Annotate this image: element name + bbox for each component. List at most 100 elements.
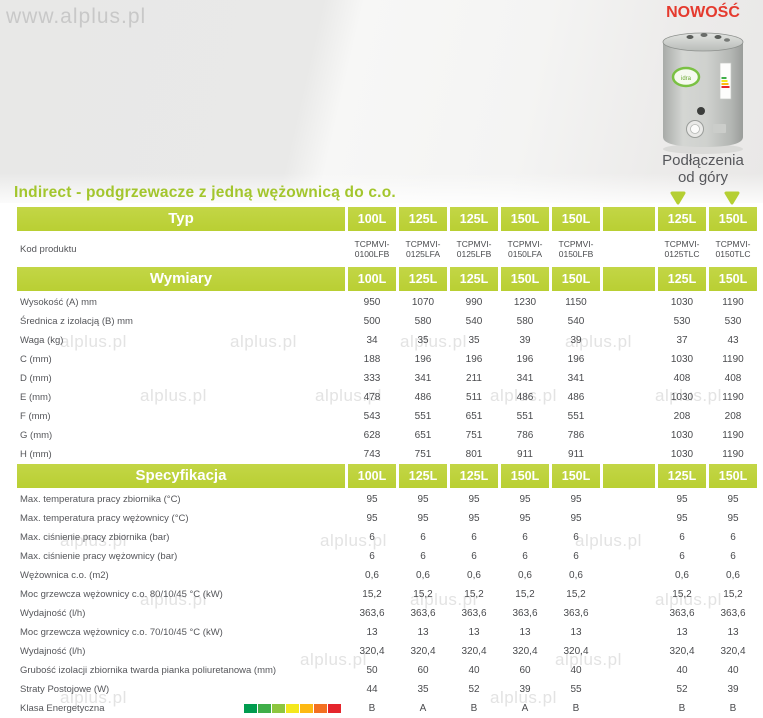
value-cell: 551	[414, 411, 432, 422]
row-label: H (mm)	[20, 449, 52, 460]
row-label: E (mm)	[20, 392, 52, 403]
value-cell: 60	[519, 665, 531, 676]
row-label: Max. temperatura pracy wężownicy (°C)	[20, 513, 189, 524]
value-cell: 751	[414, 449, 432, 460]
column-header-5: 150L	[552, 464, 600, 488]
value-cell: 208	[724, 411, 742, 422]
value-cell: 628	[363, 430, 381, 441]
value-cell: 196	[465, 354, 483, 365]
row-label: Klasa Energetyczna	[17, 703, 345, 714]
value-cell: 580	[414, 316, 432, 327]
row-label: Moc grzewcza wężownicy c.o. 70/10/45 °C …	[20, 627, 223, 638]
value-cell: 60	[417, 665, 429, 676]
row-label: G (mm)	[20, 430, 53, 441]
value-cell: B	[678, 703, 686, 714]
value-cell: 1190	[722, 297, 744, 308]
energy-scale-segment	[244, 704, 257, 713]
table-row: Moc grzewcza wężownicy c.o. 70/10/45 °C …	[17, 623, 757, 642]
value-cell: 320,4	[410, 646, 436, 657]
column-header-8: 150L	[709, 207, 757, 231]
value-cell: 551	[516, 411, 534, 422]
value-cell: 486	[516, 392, 534, 403]
value-cell: 15,2	[515, 589, 535, 600]
column-header-3: 125L	[450, 267, 498, 291]
table-row: Max. temperatura pracy wężownicy (°C) 95 9…	[17, 509, 757, 528]
table-row: Wysokość (A) mm 950 1070 990 1230 1150 1030 119…	[17, 293, 757, 312]
value-cell: 6	[369, 551, 375, 562]
row-label: Straty Postojowe (W)	[20, 684, 110, 695]
column-header-8: 150L	[709, 464, 757, 488]
value-cell: 50	[366, 665, 378, 676]
value-cell: 6	[679, 532, 685, 543]
value-cell: 13	[676, 627, 688, 638]
value-cell: 188	[363, 354, 381, 365]
value-cell: 801	[465, 449, 483, 460]
energy-scale-segment	[286, 704, 299, 713]
value-cell: 6	[573, 532, 579, 543]
typ-section-title: Typ	[17, 207, 345, 231]
value-cell: 15,2	[566, 589, 586, 600]
table-row: Straty Postojowe (W) 44 35 52 39 55 52 39	[17, 680, 757, 699]
value-cell: 43	[727, 335, 739, 346]
value-cell: 6	[730, 551, 736, 562]
table-row: Klasa Energetyczna B A B A B B B	[17, 699, 757, 718]
value-cell: 363,6	[512, 608, 538, 619]
value-cell: 543	[363, 411, 381, 422]
value-cell: 15,2	[672, 589, 692, 600]
row-label: Wydajność (l/h)	[20, 646, 86, 657]
table-row: Grubość izolacji zbiornika twarda pianka…	[17, 661, 757, 680]
value-cell: 0,6	[726, 570, 740, 581]
value-cell: 651	[465, 411, 483, 422]
row-label: F (mm)	[20, 411, 51, 422]
column-header-3: 125L	[450, 464, 498, 488]
row-label: Waga (kg)	[20, 335, 64, 346]
value-cell: 95	[727, 494, 739, 505]
value-cell: 1190	[722, 449, 744, 460]
column-header-spacer	[603, 207, 655, 231]
value-cell: 95	[468, 494, 480, 505]
energy-class-scale	[244, 704, 341, 713]
value-cell: 6	[730, 532, 736, 543]
value-cell: 95	[570, 494, 582, 505]
value-cell: 786	[516, 430, 534, 441]
value-cell: 6	[679, 551, 685, 562]
row-label: Wydajność (l/h)	[20, 608, 86, 619]
value-cell: 40	[676, 665, 688, 676]
value-cell: 13	[366, 627, 378, 638]
page-title: Indirect - podgrzewacze z jedną wężownic…	[14, 184, 396, 201]
value-cell: 95	[570, 513, 582, 524]
wymiary-section-title: Wymiary	[17, 267, 345, 291]
water-heater-illustration: idra	[662, 32, 744, 154]
spec-table: Typ 100L 125L 125L 150L 150L 125L 150L Kod produ…	[17, 207, 757, 718]
typ-header-row: Typ 100L 125L 125L 150L 150L 125L 150L	[17, 207, 757, 231]
product-code-cell: TCPMVI- 0125LFA	[405, 239, 441, 259]
value-cell: 6	[522, 532, 528, 543]
row-label: Moc grzewcza wężownicy c.o. 80/10/45 °C …	[20, 589, 223, 600]
energy-scale-segment	[314, 704, 327, 713]
value-cell: 341	[414, 373, 432, 384]
arrow-down-icon	[724, 191, 740, 205]
value-cell: 743	[363, 449, 381, 460]
energy-scale-segment	[328, 704, 341, 713]
value-cell: 408	[673, 373, 691, 384]
value-cell: 39	[727, 684, 739, 695]
value-cell: 6	[573, 551, 579, 562]
value-cell: 333	[363, 373, 381, 384]
table-row: Wężownica c.o. (m2) 0,6 0,6 0,6 0,6 0,6 0,6 0,6	[17, 566, 757, 585]
value-cell: 55	[570, 684, 582, 695]
value-cell: 95	[366, 513, 378, 524]
value-cell: 341	[567, 373, 585, 384]
value-cell: 320,4	[563, 646, 589, 657]
value-cell: 35	[468, 335, 480, 346]
water-heater-image: idra	[656, 25, 750, 155]
table-row: Wydajność (l/h) 320,4 320,4 320,4 320,4 320,4…	[17, 642, 757, 661]
value-cell: 39	[519, 335, 531, 346]
value-cell: 39	[519, 684, 531, 695]
table-row: G (mm) 628 651 751 786 786 1030 1190	[17, 426, 757, 445]
value-cell: 363,6	[563, 608, 589, 619]
value-cell: 6	[471, 551, 477, 562]
value-cell: 363,6	[720, 608, 746, 619]
value-cell: 363,6	[669, 608, 695, 619]
value-cell: B	[572, 703, 580, 714]
table-row: Moc grzewcza wężownicy c.o. 80/10/45 °C …	[17, 585, 757, 604]
